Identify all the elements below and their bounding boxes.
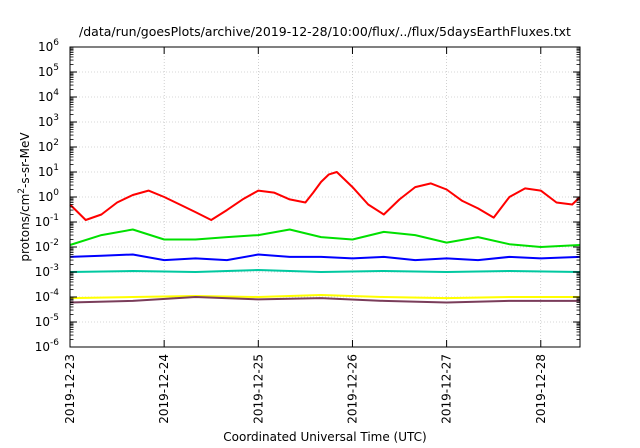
y-tick-label-exp: -1 xyxy=(50,213,59,223)
x-axis-label: Coordinated Universal Time (UTC) xyxy=(223,430,426,444)
series-line xyxy=(69,296,580,304)
y-tick-label-exp: -2 xyxy=(50,238,59,248)
y-tick-label-exp: 5 xyxy=(53,63,59,73)
y-tick-label-base: 10 xyxy=(35,340,50,354)
y-tick-label-base: 10 xyxy=(38,115,53,129)
x-tick-label: 2019-12-28 xyxy=(534,354,548,424)
y-tick-label-base: 10 xyxy=(35,265,50,279)
axis-ticks xyxy=(69,46,580,348)
series-line xyxy=(69,294,580,300)
y-axis-label-base: protons/cm xyxy=(18,194,32,262)
y-tick-label-base: 10 xyxy=(35,290,50,304)
y-axis-label: protons/cm2-s-sr-MeV xyxy=(17,132,32,262)
y-tick-label-exp: -4 xyxy=(50,288,59,298)
y-tick-label-exp: 4 xyxy=(53,88,59,98)
y-tick-label-base: 10 xyxy=(35,240,50,254)
x-tick-label: 2019-12-27 xyxy=(440,354,454,424)
y-tick-label: 100 xyxy=(38,188,59,204)
series-line xyxy=(69,171,581,221)
y-tick-label-base: 10 xyxy=(38,140,53,154)
series-layer xyxy=(69,171,581,304)
x-tick-label: 2019-12-24 xyxy=(157,354,171,424)
y-tick-label-exp: -6 xyxy=(50,338,59,348)
y-tick-label: 106 xyxy=(38,38,59,54)
y-tick-label-base: 10 xyxy=(35,315,50,329)
y-tick-label-exp: 1 xyxy=(53,163,59,173)
y-tick-label: 10-5 xyxy=(35,313,59,329)
x-tick-label: 2019-12-23 xyxy=(63,354,77,424)
y-tick-label-base: 10 xyxy=(35,215,50,229)
x-tick-labels: 2019-12-23 2019-12-24 2019-12-25 2019-12-26… xyxy=(63,354,548,424)
series-line xyxy=(69,269,581,273)
y-tick-label-exp: 0 xyxy=(53,188,59,198)
y-tick-label: 10-6 xyxy=(35,338,60,354)
y-tick-label: 103 xyxy=(38,113,59,129)
y-tick-label-base: 10 xyxy=(38,65,53,79)
y-tick-label: 10-1 xyxy=(35,213,59,229)
y-tick-label-base: 10 xyxy=(38,90,53,104)
y-tick-label-exp: 6 xyxy=(53,38,59,48)
x-tick-label: 2019-12-26 xyxy=(345,354,359,424)
y-tick-label: 10-3 xyxy=(35,263,59,279)
y-tick-label-exp: -5 xyxy=(50,313,59,323)
y-tick-label: 10-4 xyxy=(35,288,60,304)
y-tick-label-exp: 2 xyxy=(53,138,59,148)
y-tick-labels: 10-610-510-410-310-210-11001011021031041… xyxy=(35,38,60,354)
y-tick-label-exp: 3 xyxy=(53,113,59,123)
y-tick-label-base: 10 xyxy=(38,40,53,54)
y-tick-label: 105 xyxy=(38,63,59,79)
grid-lines xyxy=(70,47,580,347)
series-line xyxy=(69,228,581,248)
y-tick-label: 10-2 xyxy=(35,238,59,254)
series-line xyxy=(69,253,581,262)
y-tick-label-base: 10 xyxy=(38,165,53,179)
y-axis-label-sup: 2 xyxy=(17,188,27,194)
y-tick-label-exp: -3 xyxy=(50,263,59,273)
y-tick-label: 101 xyxy=(38,163,59,179)
y-tick-label: 102 xyxy=(38,138,59,154)
y-axis-label-rest: -s-sr-MeV xyxy=(18,132,32,188)
chart-title: /data/run/goesPlots/archive/2019-12-28/1… xyxy=(79,24,571,39)
y-tick-label-base: 10 xyxy=(38,190,53,204)
x-tick-label: 2019-12-25 xyxy=(251,354,265,424)
y-tick-label: 104 xyxy=(38,88,59,104)
